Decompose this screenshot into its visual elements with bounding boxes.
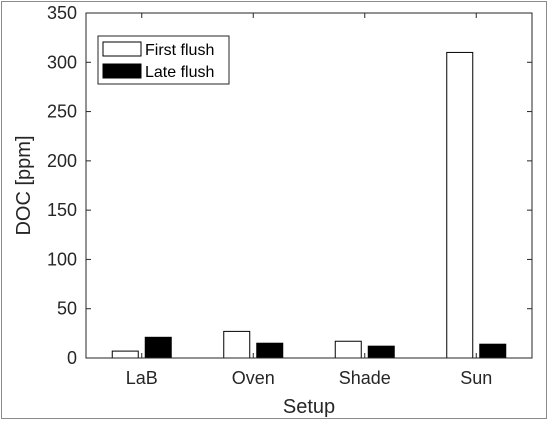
bar-late-flush-sun [479,343,507,359]
legend: First flush Late flush [97,35,230,85]
bar-first-flush-oven [223,330,251,359]
plot-area-box [85,12,533,359]
y-tick-label: 50 [57,299,77,319]
legend-label-late-flush: Late flush [145,64,214,81]
x-axis-ticks: LaB Oven Shade Sun [126,13,492,388]
bar-first-flush-lab [111,350,139,359]
x-tick-label: Shade [339,368,391,388]
y-tick-label: 100 [47,249,77,269]
bar-late-flush-oven [256,342,284,359]
legend-swatch-first-flush [102,41,142,57]
bar-late-flush-lab [144,336,172,359]
x-tick-label: LaB [126,368,158,388]
bars-layer [111,51,507,359]
legend-label-first-flush: First flush [145,42,214,59]
bar-first-flush-shade [334,340,362,359]
y-tick-label: 250 [47,102,77,122]
bar-late-flush-shade [367,345,395,359]
y-axis-title: DOC [ppm] [13,135,35,235]
x-tick-label: Oven [232,368,275,388]
y-tick-label: 150 [47,200,77,220]
y-tick-label: 300 [47,52,77,72]
legend-swatch-late-flush [102,63,142,79]
y-tick-label: 200 [47,151,77,171]
y-tick-label: 0 [67,348,77,368]
x-tick-label: Sun [460,368,492,388]
bar-first-flush-sun [446,51,474,359]
y-axis-ticks: 0 50 100 150 200 250 300 350 [47,3,532,368]
y-tick-label: 350 [47,3,77,23]
x-axis-title: Setup [283,396,335,418]
